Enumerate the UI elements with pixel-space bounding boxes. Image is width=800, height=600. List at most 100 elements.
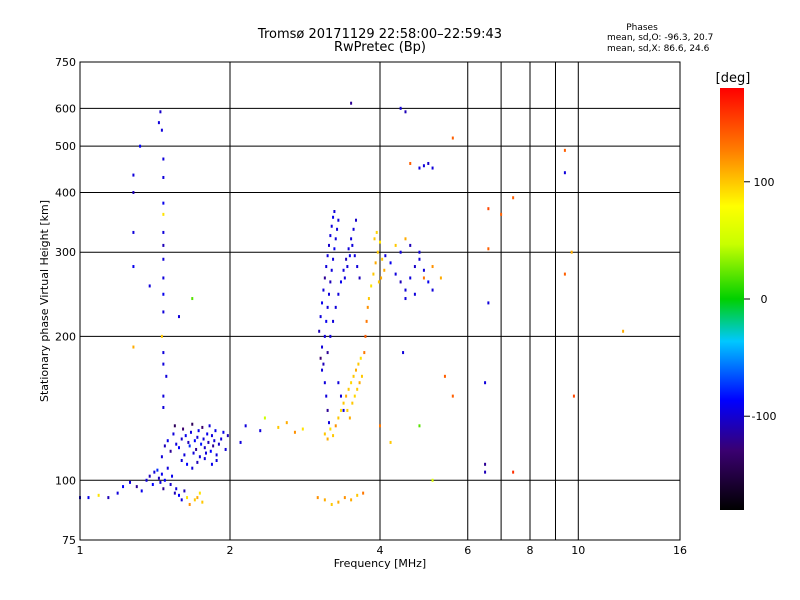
echo-point: [329, 334, 332, 338]
echo-point: [323, 381, 326, 385]
echo-point: [332, 434, 335, 438]
echo-point: [342, 268, 345, 272]
echo-point: [162, 230, 165, 234]
echo-point: [351, 243, 354, 247]
echo-point: [343, 496, 346, 500]
colorbar-ticks: 100 0 -100: [744, 176, 776, 423]
echo-point: [325, 265, 328, 269]
echo-point: [364, 334, 367, 338]
echo-point: [132, 173, 135, 177]
echo-point: [370, 284, 373, 288]
echo-point: [321, 301, 324, 305]
y-tick-label: 100: [55, 474, 76, 487]
echo-point: [367, 297, 370, 301]
echo-point: [188, 502, 191, 506]
echo-point: [379, 240, 381, 244]
colorbar-tick-label: 100: [754, 176, 775, 189]
plot-frame: [79, 61, 681, 541]
echo-point: [322, 288, 325, 292]
echo-point: [389, 440, 392, 444]
x-tick-label: 8: [527, 544, 534, 557]
echo-point: [351, 401, 354, 405]
grid-layer: [80, 62, 680, 540]
echo-point: [201, 500, 204, 504]
echo-point: [339, 280, 342, 284]
echo-point: [365, 319, 368, 323]
echo-point: [339, 394, 342, 398]
echo-point: [337, 416, 340, 420]
echo-point: [244, 424, 247, 428]
echo-point: [322, 362, 325, 366]
echo-point: [172, 432, 175, 436]
echo-point: [422, 268, 425, 272]
echo-point: [330, 502, 333, 506]
echo-point: [213, 439, 216, 443]
echo-point: [329, 280, 332, 284]
echo-point: [333, 247, 336, 251]
echo-point: [358, 276, 361, 280]
echo-point: [359, 356, 362, 360]
x-tick-label: 1: [77, 544, 84, 557]
echo-point: [329, 427, 332, 431]
echo-point: [500, 212, 503, 216]
x-tick-label: 16: [673, 544, 687, 557]
echo-point: [350, 101, 353, 105]
echo-point: [301, 427, 304, 431]
echo-point: [210, 462, 213, 466]
echo-point: [195, 447, 198, 451]
echo-point: [132, 345, 135, 349]
echo-point: [384, 254, 387, 258]
echo-point: [345, 394, 348, 398]
echo-point: [183, 489, 186, 493]
echo-point: [337, 500, 340, 504]
echo-point: [379, 424, 381, 428]
echo-point: [177, 446, 180, 450]
y-tick-label: 400: [55, 186, 76, 199]
echo-point: [201, 425, 204, 429]
echo-point: [418, 166, 421, 170]
echo-point: [177, 315, 180, 319]
echo-point: [319, 356, 322, 360]
echo-point: [162, 243, 165, 247]
echo-point: [334, 424, 337, 428]
echo-point: [129, 480, 132, 484]
echo-point: [162, 405, 165, 409]
echo-point: [399, 106, 402, 110]
echo-point: [175, 442, 178, 446]
y-tick-label: 75: [62, 534, 76, 547]
x-tick-label: 6: [464, 544, 471, 557]
echo-point: [348, 416, 351, 420]
echo-point: [116, 491, 119, 495]
echo-point: [334, 305, 337, 309]
echo-point: [159, 110, 162, 114]
echo-point: [352, 227, 355, 231]
echo-point: [431, 288, 434, 292]
echo-point: [326, 254, 329, 258]
echo-point: [350, 498, 353, 502]
echo-point: [239, 440, 242, 444]
echo-point: [196, 460, 199, 464]
echo-point: [214, 429, 217, 433]
echo-point: [360, 374, 363, 378]
x-ticks: 1 2 4 6 8 10 16: [77, 544, 688, 557]
echo-point: [563, 171, 566, 175]
echo-point: [200, 442, 203, 446]
x-tick-label: 2: [227, 544, 234, 557]
echo-point: [343, 276, 346, 280]
echo-point: [192, 451, 195, 455]
echo-point: [263, 416, 266, 420]
x-axis-label: Frequency [MHz]: [334, 557, 426, 570]
echo-point: [162, 487, 165, 491]
echo-point: [293, 430, 296, 434]
echo-point: [222, 430, 225, 434]
echo-point: [162, 276, 165, 280]
echo-point: [160, 334, 163, 338]
echo-point: [342, 401, 345, 405]
echo-point: [210, 434, 213, 438]
echo-point: [285, 421, 288, 425]
echo-point: [325, 394, 328, 398]
echo-point: [148, 474, 151, 478]
echo-point: [422, 276, 425, 280]
echo-point: [337, 381, 340, 385]
